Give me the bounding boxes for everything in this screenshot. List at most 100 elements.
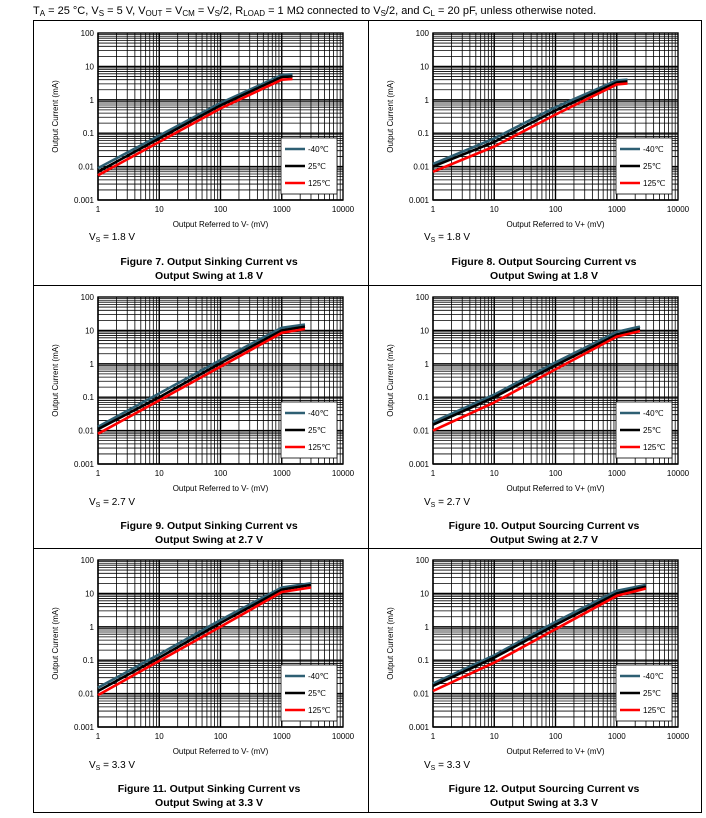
x-tick-label: 10 bbox=[155, 205, 164, 214]
supply-voltage-note: VS = 3.3 V bbox=[424, 760, 471, 772]
figure-caption: Figure 10. Output Sourcing Current vs Out… bbox=[448, 520, 640, 546]
supply-voltage-note: VS = 2.7 V bbox=[424, 497, 471, 509]
test-conditions: TA = 25 °C, VS = 5 V, VOUT = VCM = VS/2,… bbox=[33, 5, 597, 18]
y-tick-label: 0.1 bbox=[83, 393, 95, 402]
y-axis-label: Output Current (mA) bbox=[386, 344, 395, 417]
gridlines bbox=[97, 297, 343, 465]
x-tick-label: 1 bbox=[431, 205, 436, 214]
y-tick-label: 0.1 bbox=[418, 129, 430, 138]
x-tick-label: 100 bbox=[549, 732, 563, 741]
x-tick-label: 10000 bbox=[332, 469, 355, 478]
series-line bbox=[432, 583, 647, 685]
x-axis-label: Output Referred to V- (mV) bbox=[173, 220, 269, 229]
chart-svg: 1 10 100 1000 10000 0.001 0.01 0.1 1 10 100 Output … bbox=[51, 29, 355, 229]
y-axis-label: Output Current (mA) bbox=[51, 80, 60, 153]
supply-voltage-note: VS = 1.8 V bbox=[89, 232, 136, 244]
chart-svg: 1 10 100 1000 10000 0.001 0.01 0.1 1 10 100 Output … bbox=[386, 556, 690, 756]
legend-entry: 125℃ bbox=[643, 706, 665, 715]
plot-border bbox=[432, 296, 679, 465]
y-tick-label: 0.001 bbox=[74, 723, 95, 732]
legend-entry: 125℃ bbox=[308, 706, 330, 715]
series-line bbox=[432, 325, 641, 424]
legend-entry: 25℃ bbox=[308, 426, 326, 435]
series-line bbox=[97, 586, 312, 697]
chart-svg: 1 10 100 1000 10000 0.001 0.01 0.1 1 10 100 Output … bbox=[51, 293, 355, 493]
y-tick-label: 0.001 bbox=[409, 196, 430, 205]
y-tick-label: 10 bbox=[420, 589, 429, 598]
legend-entry: -40℃ bbox=[308, 409, 329, 418]
legend-entry: 25℃ bbox=[308, 162, 326, 171]
chart-panel-2: 1 10 100 1000 10000 0.001 0.01 0.1 1 10 100 Output … bbox=[369, 21, 703, 285]
y-tick-label: 0.001 bbox=[409, 460, 430, 469]
figure-caption: Figure 11. Output Sinking Current vs Outp… bbox=[117, 783, 301, 809]
legend: -40℃ 25℃ 125℃ bbox=[280, 137, 338, 195]
legend-entry: -40℃ bbox=[308, 672, 329, 681]
chart-panel-6: 1 10 100 1000 10000 0.001 0.01 0.1 1 10 100 Output … bbox=[369, 548, 703, 812]
x-tick-label: 10 bbox=[490, 732, 499, 741]
y-axis-label: Output Current (mA) bbox=[51, 344, 60, 417]
y-tick-label: 1 bbox=[425, 623, 430, 632]
y-tick-label: 100 bbox=[81, 29, 95, 38]
legend-entry: 125℃ bbox=[308, 443, 330, 452]
y-tick-label: 0.01 bbox=[78, 163, 94, 172]
y-axis-label: Output Current (mA) bbox=[386, 80, 395, 153]
x-axis-label: Output Referred to V+ (mV) bbox=[506, 220, 604, 229]
x-tick-label: 10000 bbox=[667, 205, 690, 214]
y-tick-label: 0.1 bbox=[418, 656, 430, 665]
y-tick-label: 0.1 bbox=[83, 129, 95, 138]
series-line bbox=[432, 585, 647, 688]
chart-panel-4: 1 10 100 1000 10000 0.001 0.01 0.1 1 10 100 Output … bbox=[369, 285, 703, 549]
x-tick-label: 100 bbox=[214, 732, 228, 741]
legend-entry: 125℃ bbox=[308, 179, 330, 188]
y-tick-label: 1 bbox=[90, 96, 95, 105]
x-tick-label: 1000 bbox=[608, 469, 626, 478]
legend-entry: 25℃ bbox=[308, 689, 326, 698]
x-tick-label: 100 bbox=[214, 469, 228, 478]
chart-panel-1: 1 10 100 1000 10000 0.001 0.01 0.1 1 10 100 Output … bbox=[34, 21, 368, 285]
chart-panel-5: 1 10 100 1000 10000 0.001 0.01 0.1 1 10 100 Output … bbox=[34, 548, 368, 812]
plot-border bbox=[432, 32, 679, 201]
x-tick-label: 1000 bbox=[608, 732, 626, 741]
legend: -40℃ 25℃ 125℃ bbox=[280, 401, 338, 459]
legend-entry: 25℃ bbox=[643, 689, 661, 698]
series-line bbox=[432, 78, 628, 166]
x-tick-label: 1 bbox=[431, 732, 436, 741]
x-tick-label: 100 bbox=[214, 205, 228, 214]
x-tick-label: 1000 bbox=[608, 205, 626, 214]
legend: -40℃ 25℃ 125℃ bbox=[615, 664, 673, 722]
y-tick-label: 10 bbox=[85, 589, 94, 598]
x-axis-label: Output Referred to V- (mV) bbox=[173, 484, 269, 493]
legend: -40℃ 25℃ 125℃ bbox=[615, 137, 673, 195]
x-tick-label: 10000 bbox=[667, 469, 690, 478]
gridlines bbox=[432, 297, 678, 465]
series-line bbox=[97, 73, 293, 170]
plot-border bbox=[97, 559, 344, 728]
series-line bbox=[97, 75, 293, 173]
y-tick-label: 0.001 bbox=[74, 196, 95, 205]
x-tick-label: 10 bbox=[490, 469, 499, 478]
y-tick-label: 0.01 bbox=[413, 163, 429, 172]
chart-svg: 1 10 100 1000 10000 0.001 0.01 0.1 1 10 100 Output … bbox=[51, 556, 355, 756]
supply-voltage-note: VS = 2.7 V bbox=[89, 497, 136, 509]
x-tick-label: 10000 bbox=[332, 205, 355, 214]
figure-caption: Figure 9. Output Sinking Current vs Outpu… bbox=[120, 520, 298, 546]
chart-panel-3: 1 10 100 1000 10000 0.001 0.01 0.1 1 10 100 Output … bbox=[34, 285, 368, 549]
legend: -40℃ 25℃ 125℃ bbox=[615, 401, 673, 459]
y-tick-label: 0.1 bbox=[418, 393, 430, 402]
y-tick-label: 0.001 bbox=[409, 723, 430, 732]
y-tick-label: 1 bbox=[90, 623, 95, 632]
series-line bbox=[432, 82, 628, 174]
row-divider bbox=[34, 548, 701, 549]
legend-entry: -40℃ bbox=[643, 145, 664, 154]
x-tick-label: 10000 bbox=[667, 732, 690, 741]
x-tick-label: 100 bbox=[549, 469, 563, 478]
y-tick-label: 100 bbox=[81, 293, 95, 302]
y-tick-label: 10 bbox=[85, 326, 94, 335]
legend-entry: 125℃ bbox=[643, 179, 665, 188]
legend-entry: -40℃ bbox=[643, 672, 664, 681]
x-tick-label: 1 bbox=[96, 732, 101, 741]
x-axis-label: Output Referred to V+ (mV) bbox=[506, 484, 604, 493]
chart-svg: 1 10 100 1000 10000 0.001 0.01 0.1 1 10 100 Output … bbox=[386, 293, 690, 493]
figure-caption: Figure 12. Output Sourcing Current vs Out… bbox=[448, 783, 640, 809]
legend-entry: 25℃ bbox=[643, 426, 661, 435]
